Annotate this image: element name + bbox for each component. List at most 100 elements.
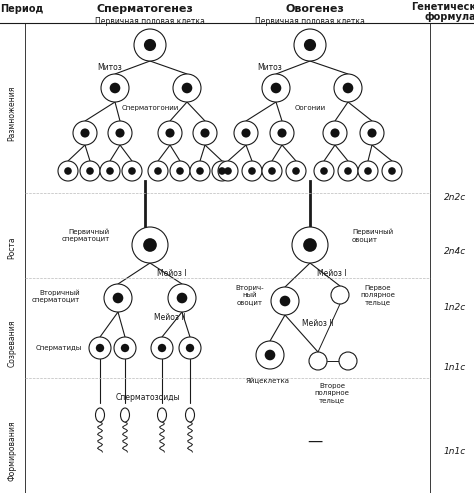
Text: Первичная половая клетка: Первичная половая клетка: [95, 16, 205, 26]
Text: Первичная половая клетка: Первичная половая клетка: [255, 16, 365, 26]
Circle shape: [358, 161, 378, 181]
Circle shape: [170, 161, 190, 181]
Circle shape: [58, 161, 78, 181]
Circle shape: [286, 161, 306, 181]
Circle shape: [212, 161, 232, 181]
Text: Второе
полярное
тельце: Второе полярное тельце: [315, 383, 349, 403]
Circle shape: [304, 39, 316, 51]
Circle shape: [114, 337, 136, 359]
Circle shape: [309, 352, 327, 370]
Circle shape: [268, 167, 276, 175]
Circle shape: [109, 83, 120, 93]
Circle shape: [193, 121, 217, 145]
Circle shape: [134, 29, 166, 61]
Circle shape: [343, 83, 353, 93]
Text: Созревания: Созревания: [8, 319, 17, 367]
Circle shape: [73, 121, 97, 145]
Circle shape: [280, 296, 290, 306]
Circle shape: [96, 344, 104, 352]
Circle shape: [132, 227, 168, 263]
Text: 1n1c: 1n1c: [444, 447, 466, 456]
Circle shape: [330, 129, 339, 138]
Circle shape: [168, 284, 196, 312]
Text: 2n2c: 2n2c: [444, 193, 466, 203]
Text: 1n1c: 1n1c: [444, 363, 466, 373]
Text: Овогенез: Овогенез: [285, 4, 345, 14]
Circle shape: [320, 167, 328, 175]
Circle shape: [256, 341, 284, 369]
Circle shape: [364, 167, 372, 175]
Circle shape: [165, 129, 174, 138]
Text: Период: Период: [0, 4, 44, 14]
Circle shape: [148, 161, 168, 181]
Text: Оогонии: Оогонии: [294, 105, 326, 111]
Text: Сперматогенез: Сперматогенез: [97, 4, 193, 14]
Ellipse shape: [185, 408, 194, 422]
Text: Митоз: Митоз: [257, 63, 282, 71]
Circle shape: [331, 286, 349, 304]
Circle shape: [218, 161, 238, 181]
Text: Сперматиды: Сперматиды: [36, 345, 82, 351]
Circle shape: [242, 161, 262, 181]
Circle shape: [100, 161, 120, 181]
Circle shape: [292, 227, 328, 263]
Circle shape: [177, 293, 187, 303]
Circle shape: [338, 161, 358, 181]
Circle shape: [241, 129, 251, 138]
Text: формула: формула: [424, 12, 474, 22]
Text: Сперматогонии: Сперматогонии: [121, 105, 179, 111]
Circle shape: [144, 39, 156, 51]
Circle shape: [248, 167, 256, 175]
Circle shape: [277, 129, 287, 138]
Ellipse shape: [120, 408, 129, 422]
Circle shape: [190, 161, 210, 181]
Text: Мейоз I: Мейоз I: [317, 269, 347, 278]
Circle shape: [122, 161, 142, 181]
Circle shape: [182, 83, 192, 93]
Text: Первичный
овоцит: Первичный овоцит: [352, 228, 393, 242]
Circle shape: [314, 161, 334, 181]
Circle shape: [292, 167, 300, 175]
Circle shape: [367, 129, 376, 138]
Circle shape: [64, 167, 72, 175]
Text: Митоз: Митоз: [97, 63, 122, 71]
Circle shape: [154, 167, 162, 175]
Text: 2n4c: 2n4c: [444, 246, 466, 255]
Circle shape: [143, 238, 157, 252]
Circle shape: [121, 344, 129, 352]
Circle shape: [158, 121, 182, 145]
Circle shape: [323, 121, 347, 145]
Circle shape: [234, 121, 258, 145]
Text: Формирования: Формирования: [8, 421, 17, 481]
Circle shape: [388, 167, 396, 175]
Circle shape: [108, 121, 132, 145]
Text: Генетическая: Генетическая: [411, 2, 474, 12]
Text: Мейоз II: Мейоз II: [302, 318, 334, 327]
Circle shape: [80, 161, 100, 181]
Circle shape: [262, 74, 290, 102]
Text: Размножения: Размножения: [8, 85, 17, 141]
Circle shape: [158, 344, 166, 352]
Circle shape: [262, 161, 282, 181]
Text: Вторич-
ный
овоцит: Вторич- ный овоцит: [236, 285, 264, 305]
Circle shape: [101, 74, 129, 102]
Circle shape: [196, 167, 204, 175]
Circle shape: [81, 129, 90, 138]
Ellipse shape: [157, 408, 166, 422]
Text: Первичный
сперматоцит: Первичный сперматоцит: [62, 228, 110, 242]
Circle shape: [334, 74, 362, 102]
Circle shape: [106, 167, 114, 175]
Circle shape: [113, 293, 123, 303]
Circle shape: [270, 121, 294, 145]
Circle shape: [173, 74, 201, 102]
Circle shape: [89, 337, 111, 359]
Circle shape: [186, 344, 194, 352]
Text: 1n2c: 1n2c: [444, 304, 466, 313]
Circle shape: [224, 167, 232, 175]
Circle shape: [104, 284, 132, 312]
Text: Яйцеклетка: Яйцеклетка: [246, 378, 290, 384]
Circle shape: [179, 337, 201, 359]
Text: —: —: [307, 433, 323, 449]
Circle shape: [201, 129, 210, 138]
Circle shape: [344, 167, 352, 175]
